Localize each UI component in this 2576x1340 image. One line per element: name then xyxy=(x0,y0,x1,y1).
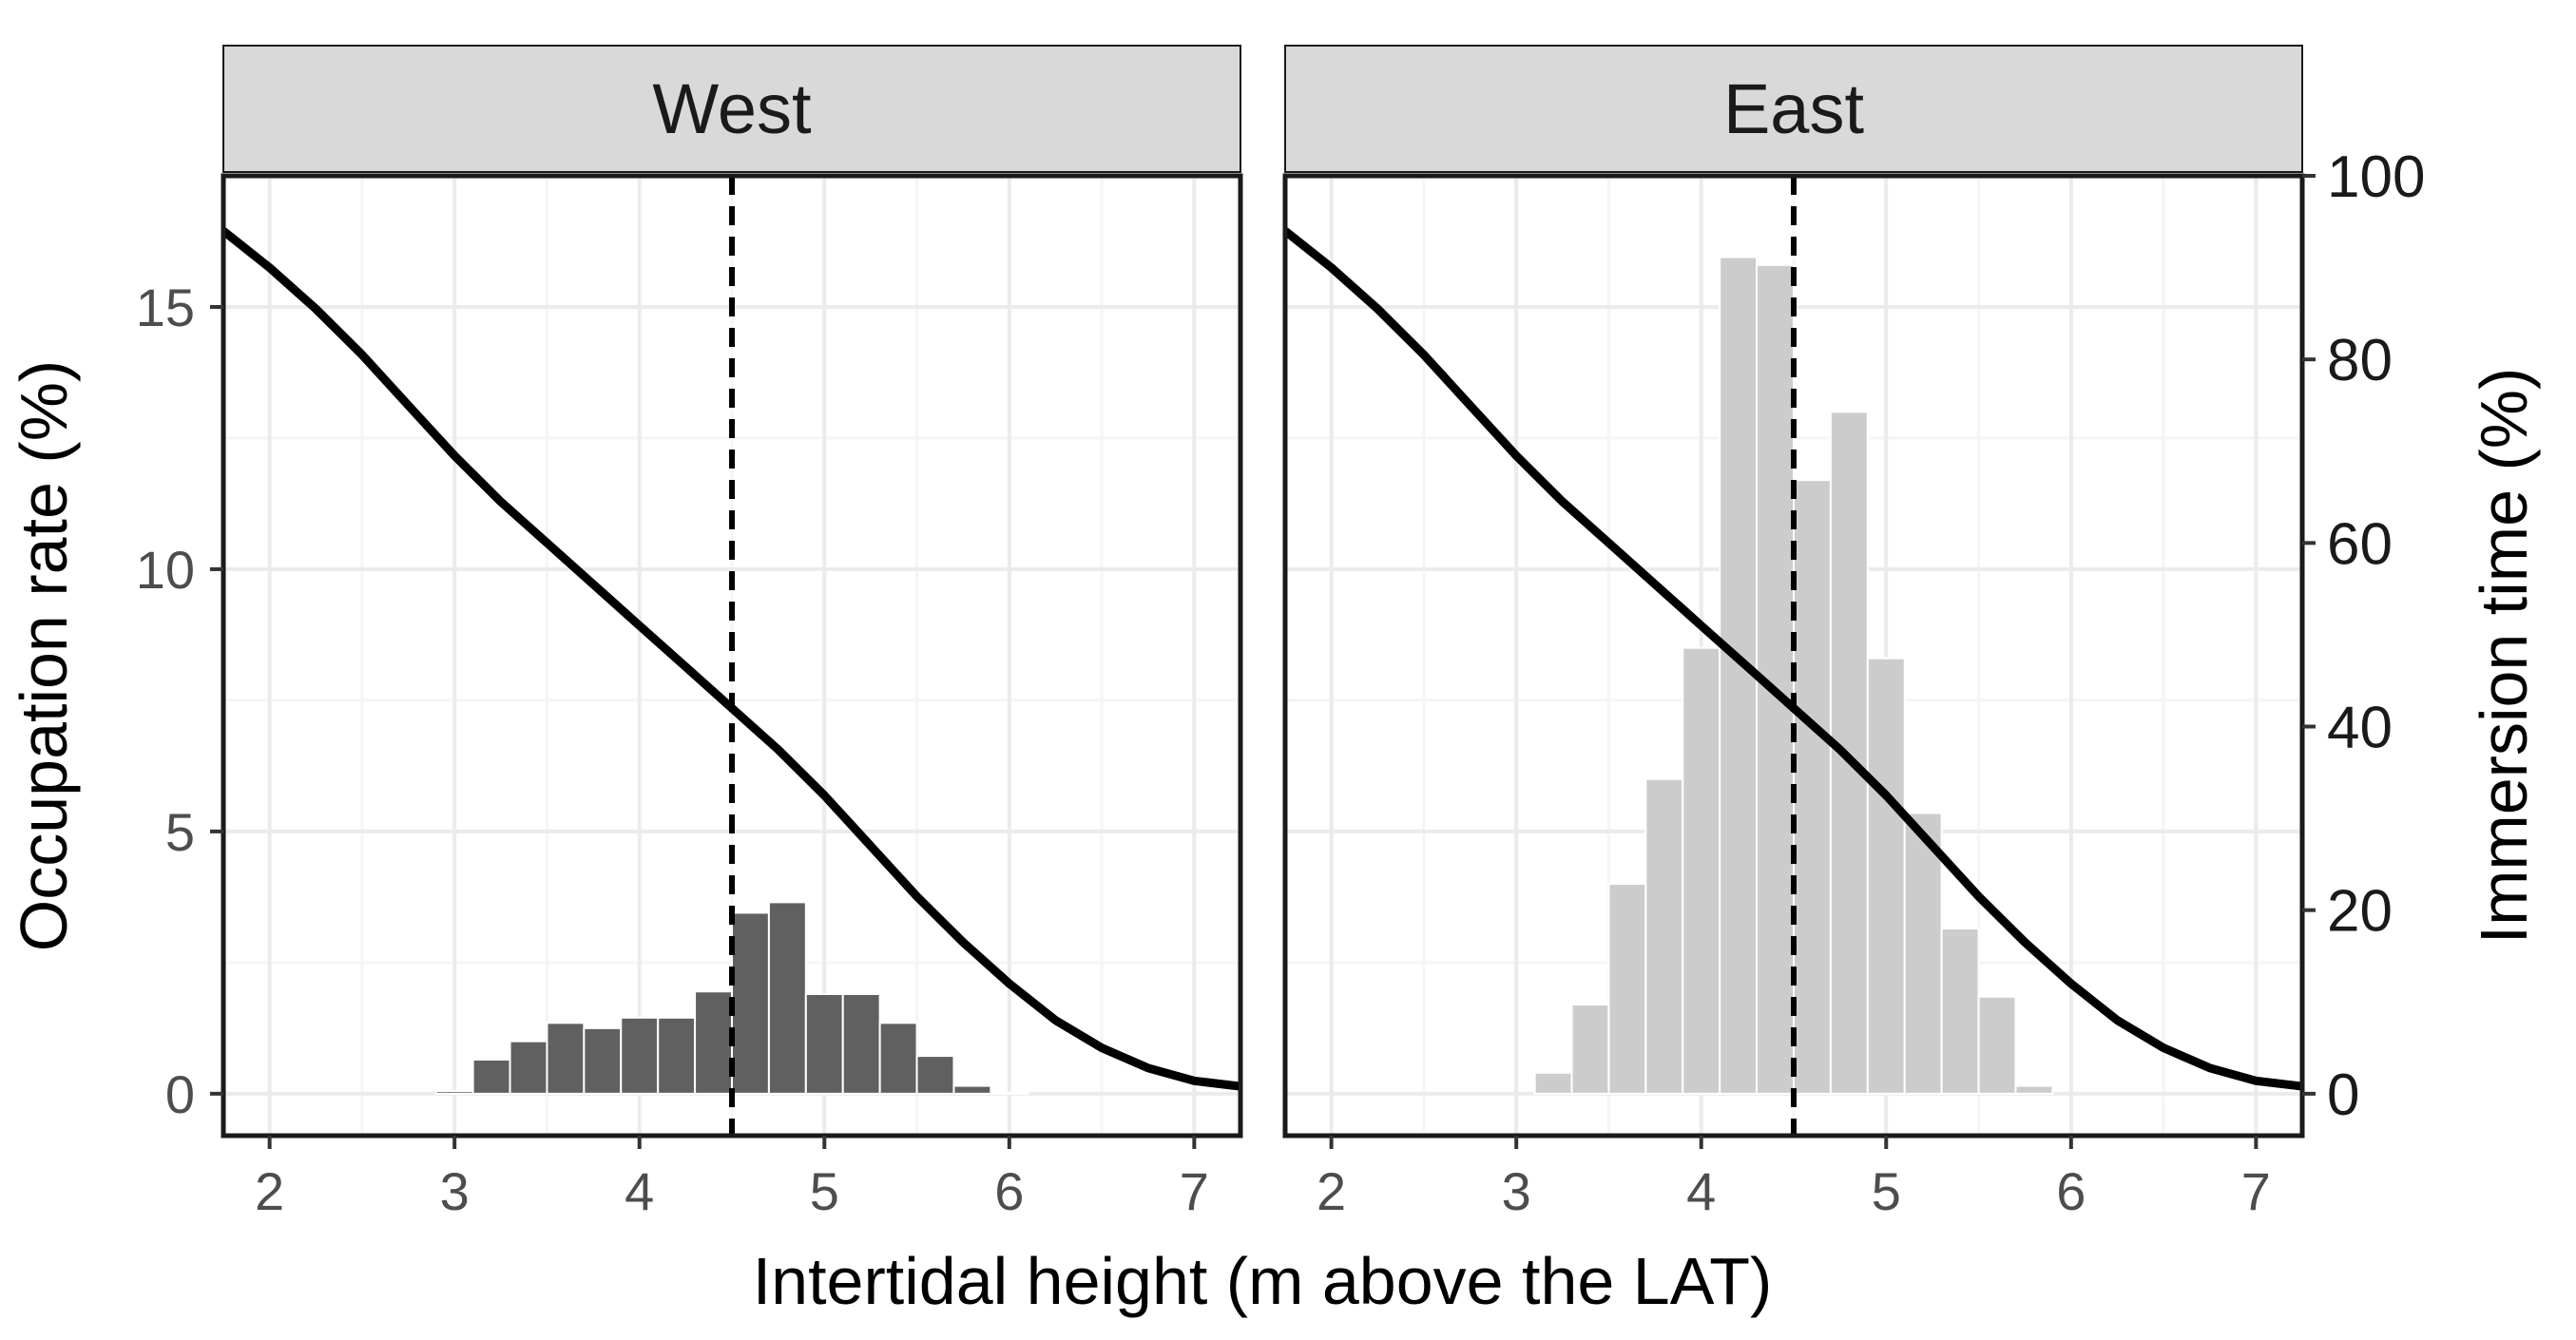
histogram-bar xyxy=(1977,995,2017,1095)
histogram-bar xyxy=(546,1022,586,1095)
y-tick-label-right: 0 xyxy=(2327,1062,2359,1128)
x-tick-label: 2 xyxy=(255,1161,284,1221)
x-tick-label: 5 xyxy=(1872,1161,1901,1221)
y-tick-label-left: 5 xyxy=(165,802,195,862)
histogram-bar xyxy=(1793,479,1832,1095)
histogram-bar xyxy=(471,1058,511,1095)
y-tick-label-left: 0 xyxy=(165,1064,195,1124)
histogram-bar xyxy=(1719,256,1759,1095)
histogram-bar xyxy=(620,1016,660,1095)
histogram-bar xyxy=(434,1090,474,1095)
x-tick-label: 3 xyxy=(440,1161,470,1221)
x-tick-label: 6 xyxy=(994,1161,1024,1221)
histogram-bar xyxy=(767,901,807,1095)
x-tick-label: 7 xyxy=(2241,1161,2271,1221)
histogram-bar xyxy=(804,992,844,1095)
x-axis-title: Intertidal height (m above the LAT) xyxy=(753,1244,1773,1318)
y-tick-label-right: 20 xyxy=(2327,879,2393,945)
histogram-bar xyxy=(1866,657,1906,1095)
east-strip-label: East xyxy=(1723,69,1865,148)
west-strip xyxy=(222,45,1241,173)
x-tick-label: 5 xyxy=(810,1161,839,1221)
panel-east: East xyxy=(1282,45,2305,1139)
histogram-bar xyxy=(1607,883,1647,1095)
histogram-bar xyxy=(509,1040,548,1095)
y-axis-title-right: Immersion time (%) xyxy=(2467,368,2541,945)
east-immersion-curve xyxy=(1282,227,2303,1091)
histogram-bar xyxy=(1940,927,1980,1095)
histogram-bar xyxy=(657,1016,697,1095)
east-panel-border xyxy=(1282,173,2305,1139)
west-histogram-bars xyxy=(434,901,1029,1095)
y-tick-label-left: 15 xyxy=(136,278,195,337)
histogram-bar xyxy=(1570,1004,1610,1095)
x-tick-label: 3 xyxy=(1502,1161,1531,1221)
west-strip-label: West xyxy=(652,69,812,148)
y-tick-label-right: 100 xyxy=(2327,144,2425,210)
histogram-bar xyxy=(2014,1084,2054,1095)
histogram-bar xyxy=(841,992,881,1095)
histogram-bar xyxy=(990,1091,1029,1095)
y-axis-title-left: Occupation rate (%) xyxy=(7,360,81,951)
x-tick-label: 6 xyxy=(2056,1161,2086,1221)
panel-west: West xyxy=(221,45,1243,1139)
west-immersion-curve xyxy=(221,227,1241,1091)
x-tick-label: 4 xyxy=(1686,1161,1716,1221)
east-histogram-bars xyxy=(1533,256,2054,1095)
histogram-bar xyxy=(1682,646,1721,1095)
y-tick-label-right: 60 xyxy=(2327,511,2393,577)
histogram-bar xyxy=(878,1022,918,1095)
x-tick-label: 7 xyxy=(1180,1161,1209,1221)
x-tick-label: 4 xyxy=(625,1161,654,1221)
histogram-bar xyxy=(731,911,770,1095)
east-strip xyxy=(1284,45,2303,173)
y-tick-label-right: 40 xyxy=(2327,696,2393,761)
histogram-bar xyxy=(1533,1071,1573,1095)
x-tick-label: 2 xyxy=(1317,1161,1346,1221)
y-tick-label-left: 10 xyxy=(136,540,195,600)
west-panel-border xyxy=(221,173,1243,1139)
histogram-bar xyxy=(583,1026,623,1095)
histogram-bar xyxy=(1644,777,1684,1095)
histogram-bar xyxy=(694,990,733,1095)
histogram-bar xyxy=(952,1084,992,1095)
histogram-bar xyxy=(915,1055,955,1095)
y-tick-label-right: 80 xyxy=(2327,328,2393,393)
